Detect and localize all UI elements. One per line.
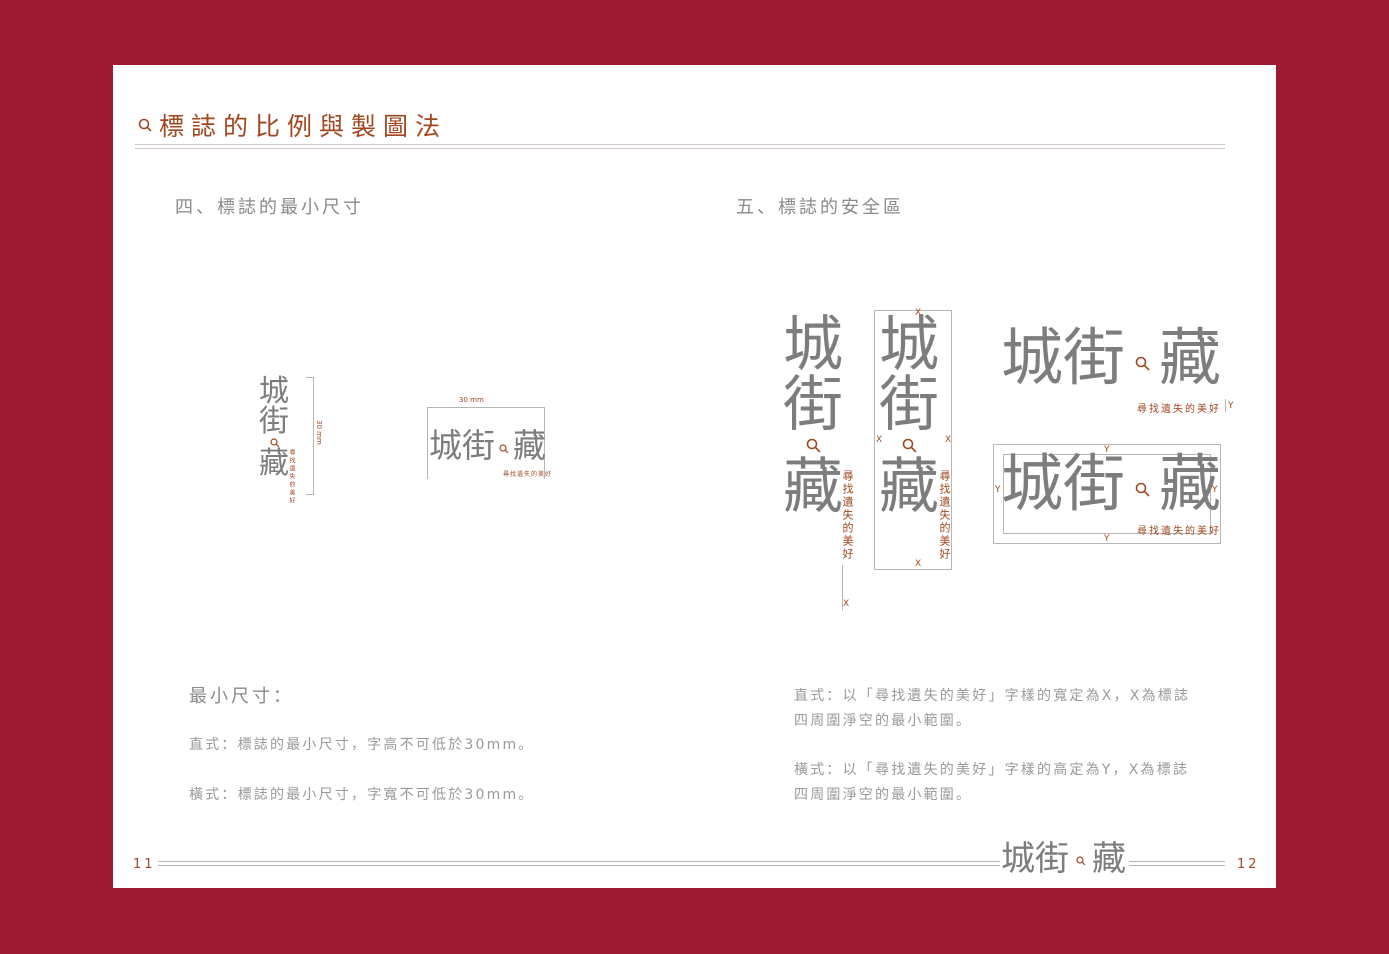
dimension-tick — [544, 407, 545, 479]
logo-slogan: 尋找遺失的美好 — [288, 449, 295, 505]
footer-rule-bottom — [158, 865, 1000, 866]
y-guide-line — [1225, 399, 1226, 412]
page-title: 標誌的比例與製圖法 — [159, 112, 448, 141]
logo-char-cheng: 城 — [259, 374, 289, 409]
magnifier-icon — [259, 437, 295, 449]
logo-char-jie: 街 — [1063, 447, 1126, 520]
logo-char-jie: 街 — [462, 426, 495, 465]
x-marker: X — [843, 599, 850, 609]
logo-char-jie: 街 — [783, 370, 843, 440]
vertical-logo-framed: 城 街 藏 — [879, 315, 939, 517]
header: 標誌的比例與製圖法 — [137, 107, 447, 143]
horizontal-logo-framed: 城 街 藏 — [1001, 453, 1221, 515]
page-number-right: 12 — [1237, 857, 1260, 872]
dimension-tick — [306, 494, 314, 495]
logo-char-cang: 藏 — [783, 452, 843, 522]
magnifier-icon — [137, 117, 153, 133]
horizontal-min-size-note: 橫式：標誌的最小尺寸，字寬不可低於30mm。 — [189, 787, 535, 803]
footer-logo: 城 街 藏 — [1001, 842, 1126, 876]
vertical-logo: 城 街 藏 — [783, 315, 843, 517]
x-marker: X — [945, 435, 952, 445]
logo-char-cheng: 城 — [1001, 839, 1035, 879]
logo-char-jie: 街 — [1035, 839, 1069, 879]
logo-slogan: 尋找遺失的美好 — [503, 471, 553, 478]
dimension-tick — [427, 407, 428, 479]
logo-char-cheng: 城 — [429, 426, 462, 465]
horizontal-desc-line: 四周圍淨空的最小範圍。 — [794, 787, 973, 803]
logo-char-jie: 街 — [259, 404, 289, 439]
logo-slogan: 尋找遺失的美好 — [938, 470, 951, 561]
x-guide-line — [842, 565, 843, 610]
horizontal-safe-area-desc: 橫式：以「尋找遺失的美好」字樣的高定為Y，X為標誌 四周圍淨空的最小範圍。 — [794, 758, 1189, 808]
logo-slogan: 尋找遺失的美好 — [1137, 404, 1221, 415]
brochure-spread: 標誌的比例與製圖法 四、標誌的最小尺寸 城 街 藏 尋找遺失的美好 30 mm … — [113, 65, 1276, 888]
vertical-safe-area-desc: 直式：以「尋找遺失的美好」字樣的寬定為X，X為標誌 四周圍淨空的最小範圍。 — [794, 684, 1190, 734]
logo-char-cang: 藏 — [259, 446, 289, 481]
magnifier-icon — [1073, 854, 1089, 868]
header-rule-top — [135, 144, 1225, 145]
y-marker: Y — [1228, 401, 1234, 411]
magnifier-icon — [879, 435, 939, 457]
min-size-heading: 最小尺寸： — [189, 686, 294, 707]
logo-char-cheng: 城 — [1001, 447, 1064, 520]
footer-rule-top — [158, 861, 1000, 862]
y-marker: Y — [1104, 445, 1110, 455]
width-dimension-label: 30 mm — [459, 396, 484, 404]
logo-char-jie: 街 — [1063, 321, 1126, 394]
small-vertical-logo: 城 街 藏 — [259, 377, 295, 479]
magnifier-icon — [1131, 479, 1155, 501]
page-number-left: 11 — [133, 857, 156, 872]
section-title-safe-area: 五、標誌的安全區 — [736, 197, 904, 218]
magnifier-icon — [1131, 353, 1155, 375]
horizontal-logo-box — [1003, 454, 1211, 534]
logo-char-cheng: 城 — [879, 310, 939, 380]
height-dimension-line — [313, 377, 314, 495]
height-dimension-label: 30 mm — [315, 420, 323, 445]
small-horizontal-logo: 城 街 藏 — [429, 429, 546, 462]
logo-char-cang: 藏 — [513, 426, 546, 465]
logo-char-cheng: 城 — [1001, 321, 1064, 394]
footer-rule-right-top — [1129, 861, 1225, 862]
x-marker: X — [915, 308, 922, 318]
width-dimension-line — [427, 407, 545, 408]
dimension-tick — [306, 377, 314, 378]
x-marker: X — [915, 559, 922, 569]
y-marker: Y — [995, 485, 1001, 495]
horizontal-desc-line: 橫式：以「尋找遺失的美好」字樣的高定為Y，X為標誌 — [794, 762, 1190, 778]
vertical-desc-line: 直式：以「尋找遺失的美好」字樣的寬定為X，X為標誌 — [794, 688, 1191, 704]
y-marker: Y — [1212, 485, 1218, 495]
vertical-desc-line: 四周圍淨空的最小範圍。 — [794, 713, 973, 729]
section-title-min-size: 四、標誌的最小尺寸 — [175, 197, 364, 218]
logo-slogan: 尋找遺失的美好 — [1137, 526, 1221, 537]
logo-slogan: 尋找遺失的美好 — [841, 470, 854, 561]
y-marker: Y — [1104, 534, 1110, 544]
logo-char-cheng: 城 — [783, 310, 843, 380]
logo-char-jie: 街 — [879, 370, 939, 440]
logo-char-cang: 藏 — [1159, 321, 1222, 394]
logo-char-cang: 藏 — [879, 452, 939, 522]
footer-rule-right-bottom — [1129, 865, 1225, 866]
magnifier-icon — [497, 442, 511, 456]
header-rule-bottom — [135, 148, 1225, 149]
vertical-min-size-note: 直式：標誌的最小尺寸，字高不可低於30mm。 — [189, 737, 535, 753]
x-marker: X — [876, 435, 883, 445]
magnifier-icon — [783, 435, 843, 457]
horizontal-logo: 城 街 藏 — [1001, 327, 1221, 389]
vertical-safe-area-frame — [874, 310, 952, 570]
logo-char-cang: 藏 — [1092, 839, 1126, 879]
logo-char-cang: 藏 — [1159, 447, 1222, 520]
horizontal-safe-area-frame — [993, 444, 1221, 544]
